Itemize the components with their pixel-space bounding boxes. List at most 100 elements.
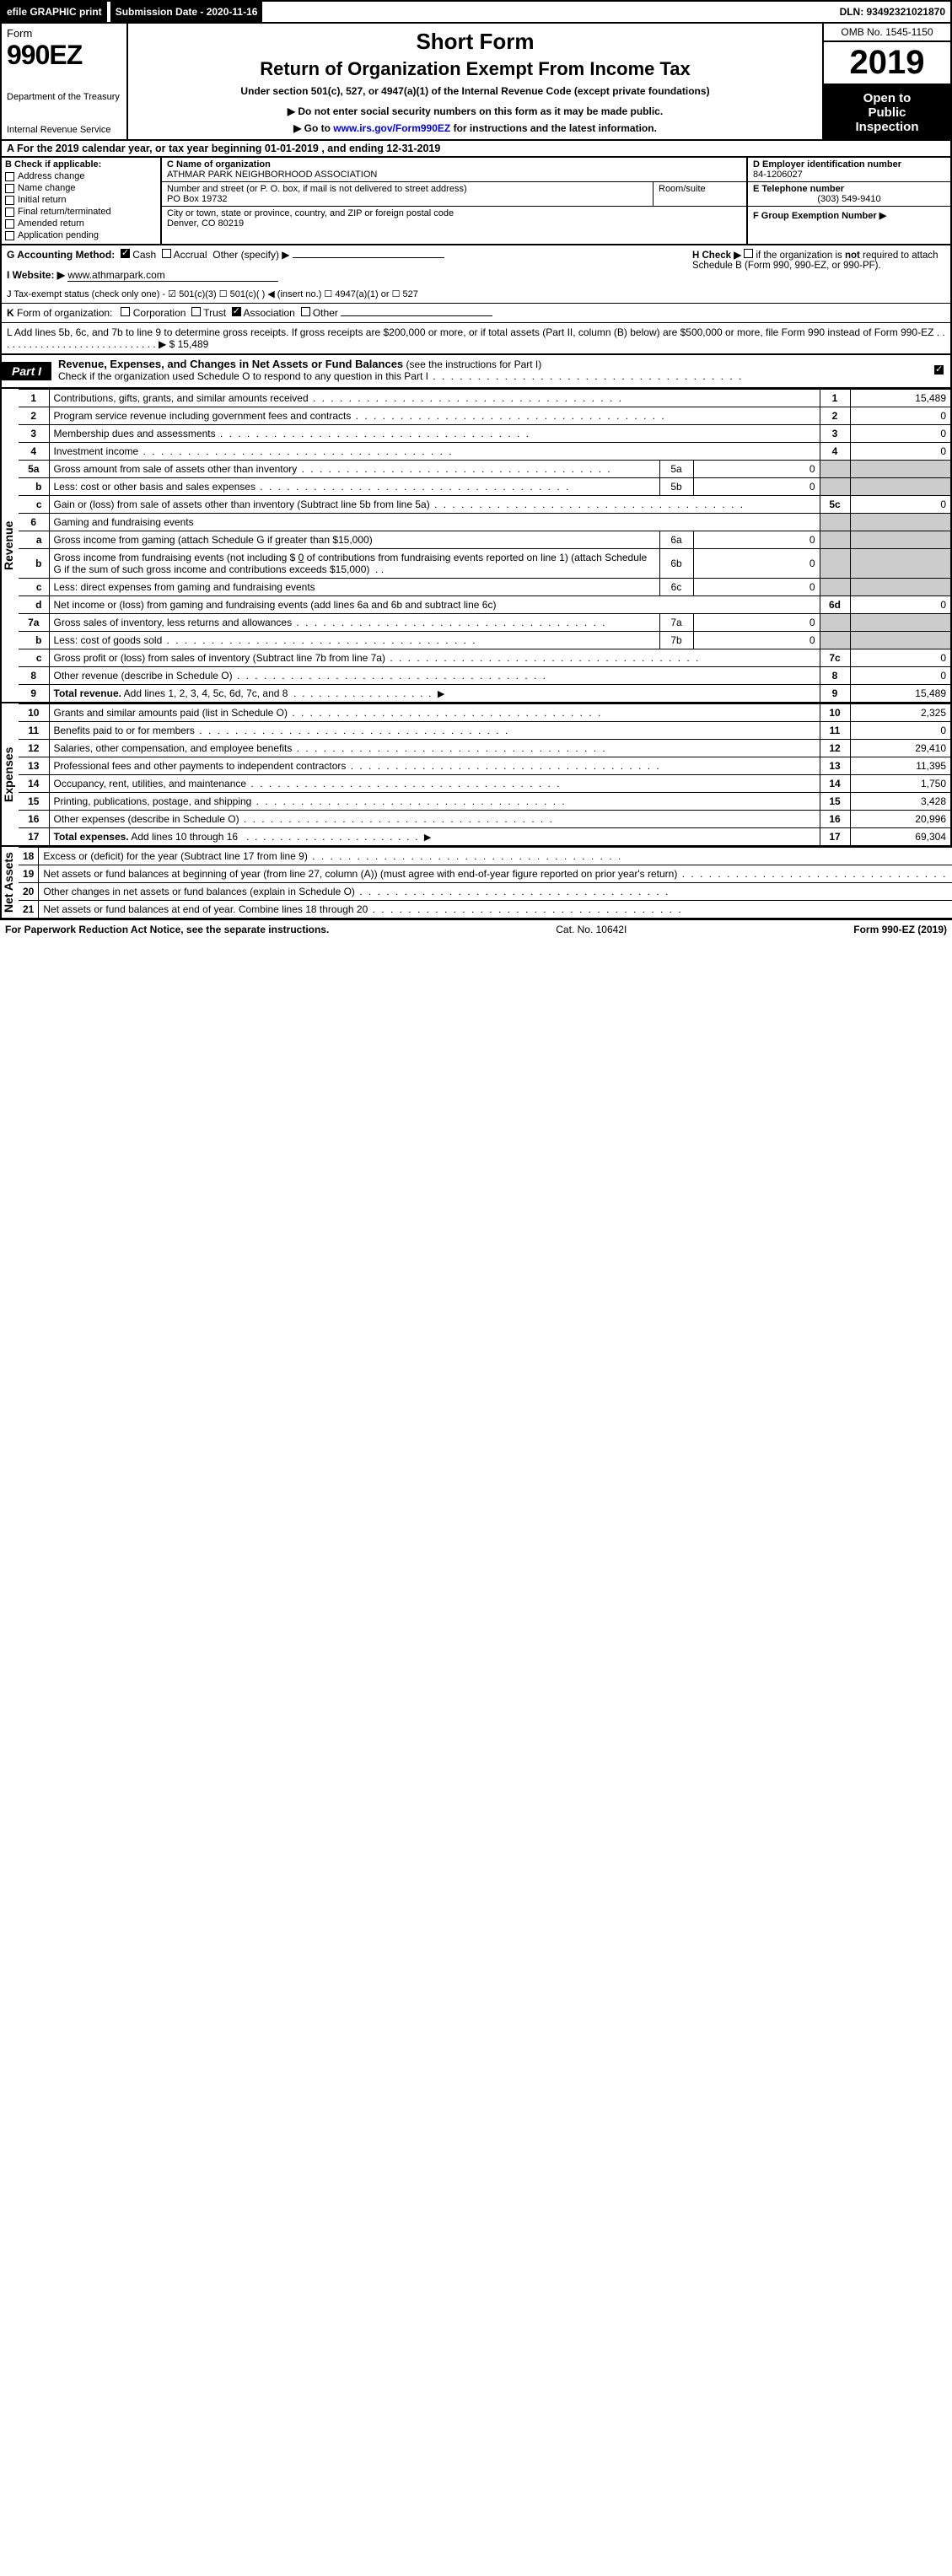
line-val: 0 [850,425,951,443]
l-text: L Add lines 5b, 6c, and 7b to line 9 to … [7,326,945,350]
short-form-title: Short Form [133,29,817,55]
inline-box-val: 0 [693,461,820,478]
chk-address-change[interactable]: Address change [5,171,157,181]
line-val: 0 [850,443,951,461]
inline-box-val: 0 [693,531,820,549]
line-5b: bLess: cost or other basis and sales exp… [19,478,951,496]
chk-initial-return[interactable]: Initial return [5,195,157,205]
line-desc: Gross amount from sale of assets other t… [49,461,659,478]
line-desc: Other expenses (describe in Schedule O) [49,811,820,828]
goto-prefix: ▶ Go to [293,122,333,134]
line-6d: dNet income or (loss) from gaming and fu… [19,596,951,614]
chk-accrual[interactable] [162,249,171,258]
footer-mid: Cat. No. 10642I [556,924,627,935]
section-b-head: B Check if applicable: [5,159,157,170]
arrow-icon [421,831,434,843]
line-desc: Net income or (loss) from gaming and fun… [49,596,820,614]
line-6b: bGross income from fundraising events (n… [19,549,951,579]
inline-box-label: 5a [659,461,693,478]
chk-amended-return[interactable]: Amended return [5,218,157,229]
grey-cell [820,614,850,632]
grey-cell [850,531,951,549]
chk-corporation[interactable] [121,307,130,316]
form-number: 990EZ [7,40,121,71]
chk-no-schedule-b[interactable] [744,249,753,258]
inspection-line2: Public [827,105,947,120]
line-18: 18Excess or (deficit) for the year (Subt… [19,848,952,865]
chk-trust[interactable] [191,307,201,316]
line-desc: Benefits paid to or for members [49,722,820,740]
line-num: 10 [820,704,850,722]
d-ein-label: D Employer identification number [753,159,945,170]
chk-association[interactable] [232,307,241,316]
revenue-section: Revenue 1Contributions, gifts, grants, a… [0,389,952,703]
line-val: 29,410 [850,740,951,757]
line-7a: 7aGross sales of inventory, less returns… [19,614,951,632]
other-label: Other (specify) ▶ [212,249,289,261]
line-val: 20,996 [850,811,951,828]
inline-box-label: 7a [659,614,693,632]
inspection-line1: Open to [827,91,947,105]
line-val: 1,750 [850,775,951,793]
section-def: D Employer identification number 84-1206… [748,158,950,244]
chk-label: Final return/terminated [18,207,111,217]
part1-schedule-o-check[interactable] [928,363,950,380]
website-link[interactable]: www.athmarpark.com [67,269,164,281]
line-6a: aGross income from gaming (attach Schedu… [19,531,951,549]
org-address: PO Box 19732 [167,194,228,204]
expenses-section: Expenses 10Grants and similar amounts pa… [0,703,952,847]
line-12: 12Salaries, other compensation, and empl… [19,740,951,757]
other-org-line[interactable] [341,315,492,316]
line-desc: Other revenue (describe in Schedule O) [49,667,820,685]
inline-box-label: 6c [659,579,693,596]
form-prefix: Form [7,27,121,40]
grey-cell [820,514,850,531]
part1-title-sub: (see the instructions for Part I) [403,358,541,370]
l-amount: 15,489 [178,338,209,350]
l6b-desc1: Gross income from fundraising events (no… [54,552,299,563]
revenue-table: 1Contributions, gifts, grants, and simil… [19,389,952,703]
line-val: 15,489 [850,390,951,407]
line-num: 5c [820,496,850,514]
public-inspection-badge: Open to Public Inspection [824,85,950,139]
chk-other-org[interactable] [301,307,310,316]
chk-final-return[interactable]: Final return/terminated [5,207,157,217]
chk-cash[interactable] [121,249,130,258]
line-desc: Gaming and fundraising events [49,514,820,531]
row-k-form-org: K Form of organization: Corporation Trus… [2,303,950,322]
other-specify-line[interactable] [293,257,444,258]
header-center: Short Form Return of Organization Exempt… [128,24,824,139]
line-num: 12 [820,740,850,757]
line-desc: Gross income from gaming (attach Schedul… [49,531,659,549]
line-8: 8Other revenue (describe in Schedule O)8… [19,667,951,685]
page-footer: For Paperwork Reduction Act Notice, see … [0,919,952,939]
line-desc: Less: cost or other basis and sales expe… [49,478,659,496]
line-num: 1 [820,390,850,407]
line-num: 17 [820,828,850,847]
line-val: 15,489 [850,685,951,703]
part1-label: Part I [2,362,51,380]
line-desc: Grants and similar amounts paid (list in… [49,704,820,722]
department-line1: Department of the Treasury [7,92,121,103]
line-val: 0 [850,596,951,614]
line-desc: Contributions, gifts, grants, and simila… [49,390,820,407]
ssn-warning: ▶ Do not enter social security numbers o… [133,105,817,117]
line-desc: Gross profit or (loss) from sales of inv… [49,649,820,667]
efile-print-button[interactable]: efile GRAPHIC print [2,2,109,22]
grey-cell [850,478,951,496]
chk-application-pending[interactable]: Application pending [5,230,157,240]
header-right: OMB No. 1545-1150 2019 Open to Public In… [824,24,950,139]
line-num: 8 [820,667,850,685]
chk-name-change[interactable]: Name change [5,183,157,193]
grey-cell [850,461,951,478]
line-desc: Gross income from fundraising events (no… [49,549,659,579]
irs-link[interactable]: www.irs.gov/Form990EZ [333,122,450,134]
line-desc: Occupancy, rent, utilities, and maintena… [49,775,820,793]
h-middle: if the organization is [756,251,844,261]
line-20: 20Other changes in net assets or fund ba… [19,883,952,901]
chk-label: Application pending [18,230,99,240]
inline-box-label: 7b [659,632,693,649]
line-desc: Excess or (deficit) for the year (Subtra… [39,848,952,865]
grey-cell [850,614,951,632]
g-label: G Accounting Method: [7,249,115,261]
